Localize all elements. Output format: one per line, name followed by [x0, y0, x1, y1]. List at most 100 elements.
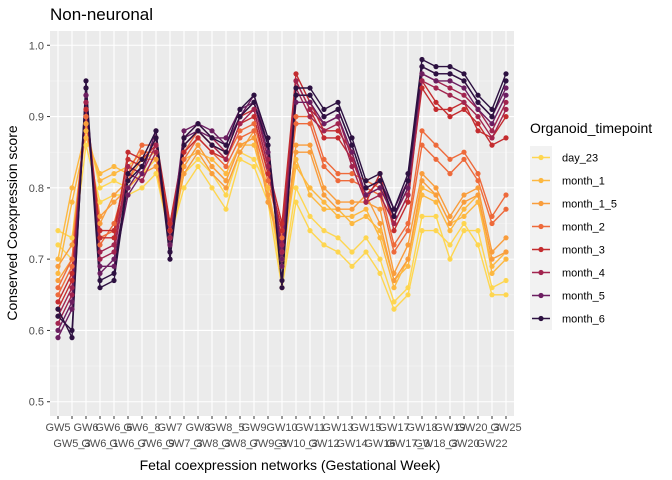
data-point-day_23: [181, 185, 187, 191]
data-point-month_1_5: [335, 206, 341, 212]
data-point-month_1_5: [195, 149, 201, 155]
data-point-month_2: [433, 142, 439, 148]
data-point-month_1: [223, 171, 229, 177]
data-point-month_4: [475, 114, 481, 120]
data-point-day_23: [223, 206, 229, 212]
data-point-month_5: [279, 256, 285, 262]
data-point-month_5: [363, 192, 369, 198]
data-point-month_4: [447, 85, 453, 91]
data-point-month_3: [167, 220, 173, 227]
data-point-month_4: [377, 192, 383, 198]
data-point-month_5: [307, 99, 313, 105]
x-tick-label: GW7_3: [165, 438, 202, 450]
data-point-month_4: [97, 256, 103, 262]
data-point-month_2: [335, 171, 341, 177]
data-point-day_23: [419, 228, 425, 234]
data-point-month_4: [83, 99, 89, 105]
data-point-month_6: [321, 106, 327, 112]
data-point-month_5: [433, 78, 439, 84]
data-point-month_6: [237, 106, 243, 112]
data-point-month_2: [265, 178, 271, 184]
data-point-month_5: [125, 192, 131, 198]
data-point-month_1_5: [503, 249, 509, 255]
legend-key-point: [538, 177, 544, 184]
data-point-month_1_5: [391, 270, 397, 276]
data-point-month_5: [139, 171, 145, 177]
data-point-month_6: [97, 277, 103, 284]
legend-label-month_1: month_1: [562, 176, 605, 188]
data-point-month_1: [489, 263, 495, 269]
x-tick-label: GW16: [364, 438, 395, 450]
chart-title: Non-neuronal: [50, 5, 153, 24]
data-point-month_2: [405, 220, 411, 227]
data-point-month_1: [419, 192, 425, 198]
data-point-month_2: [139, 142, 145, 148]
data-point-month_1: [377, 228, 383, 234]
data-point-month_3: [475, 128, 481, 134]
data-point-month_6: [391, 213, 397, 219]
data-point-month_6: [419, 56, 425, 63]
data-point-month_1_5: [335, 199, 341, 205]
legend-key-point: [538, 292, 544, 299]
data-point-month_5: [377, 185, 383, 191]
data-point-month_4: [349, 156, 355, 162]
data-point-month_3: [265, 171, 271, 177]
x-tick-label: GW17_3: [386, 438, 429, 450]
data-point-month_6: [55, 313, 61, 319]
data-point-month_5: [69, 299, 75, 305]
data-point-month_1_5: [391, 277, 397, 284]
data-point-month_3: [69, 277, 75, 284]
data-point-month_1_5: [209, 163, 215, 170]
data-point-month_5: [293, 99, 299, 105]
data-point-month_1_5: [475, 192, 481, 198]
data-point-month_5: [69, 306, 75, 312]
x-tick-label: GW14: [336, 438, 367, 450]
data-point-day_23: [69, 235, 75, 241]
data-point-month_2: [181, 156, 187, 162]
data-point-day_23: [433, 228, 439, 234]
data-point-month_6: [181, 135, 187, 141]
data-point-month_2: [503, 206, 509, 212]
legend-key-point: [538, 246, 544, 253]
data-point-month_6: [167, 249, 173, 255]
data-point-month_4: [335, 121, 341, 127]
data-point-month_4: [251, 106, 257, 112]
data-point-month_1_5: [111, 192, 117, 198]
data-point-day_23: [475, 242, 481, 248]
data-point-day_23: [503, 277, 509, 284]
data-point-month_1: [97, 171, 103, 177]
x-tick-label: GW6_1: [81, 438, 118, 450]
data-point-month_4: [153, 149, 159, 155]
data-point-month_6: [293, 92, 299, 98]
data-point-month_2: [223, 163, 229, 170]
data-point-month_2: [293, 121, 299, 127]
data-point-month_6: [125, 178, 131, 184]
data-point-month_6: [153, 135, 159, 141]
data-point-month_1_5: [433, 192, 439, 198]
data-point-month_6: [153, 128, 159, 134]
data-point-month_1_5: [237, 149, 243, 155]
data-point-month_1: [111, 171, 117, 177]
data-point-month_3: [279, 220, 285, 227]
data-point-month_1_5: [307, 142, 313, 148]
data-point-month_4: [111, 249, 117, 255]
legend-label-day_23: day_23: [562, 153, 598, 165]
x-tick-label: GW25: [490, 422, 521, 434]
data-point-month_6: [489, 114, 495, 120]
data-point-day_23: [335, 249, 341, 255]
data-point-month_1: [405, 263, 411, 269]
data-point-month_6: [349, 135, 355, 141]
data-point-month_2: [97, 242, 103, 248]
data-point-month_4: [391, 220, 397, 227]
data-point-month_1: [447, 228, 453, 234]
data-point-month_3: [433, 106, 439, 112]
data-point-month_4: [363, 199, 369, 205]
data-point-month_2: [111, 220, 117, 227]
data-point-month_6: [377, 171, 383, 177]
x-tick-label: GW20_3: [456, 422, 499, 434]
data-point-month_3: [55, 299, 61, 305]
data-point-day_23: [293, 199, 299, 205]
data-point-month_6: [377, 178, 383, 184]
data-point-month_3: [419, 85, 425, 91]
data-point-month_6: [265, 135, 271, 141]
